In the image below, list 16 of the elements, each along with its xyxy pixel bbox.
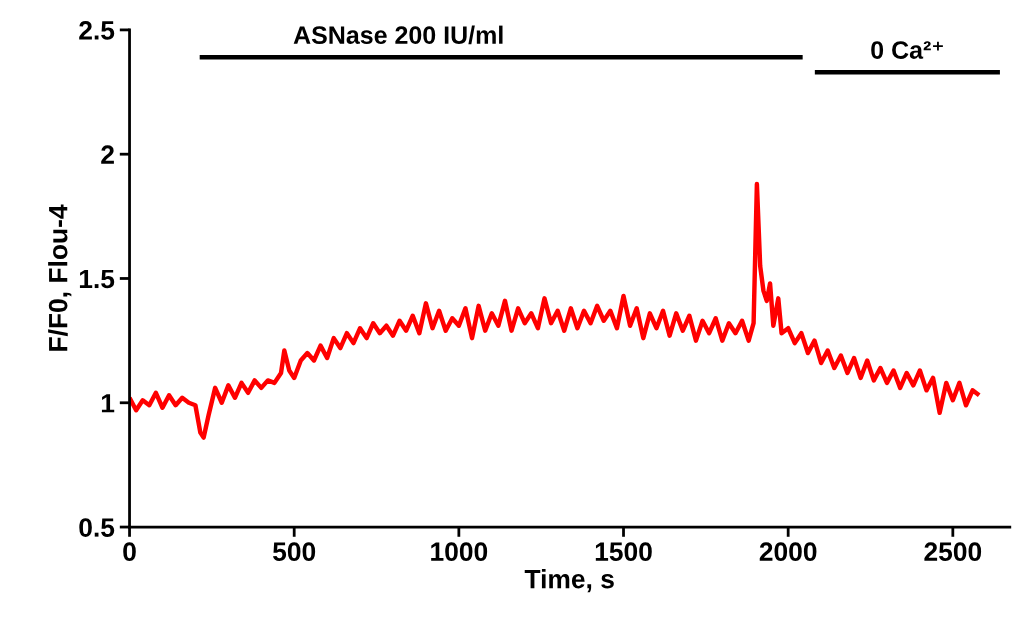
- x-tick-label: 0: [123, 542, 136, 562]
- y-tick-label: 0.5: [79, 518, 115, 537]
- annotation: ASNase 200 IU/ml: [293, 25, 503, 45]
- x-tick-label: 1500: [595, 542, 652, 562]
- y-tick-label: 2.5: [79, 21, 115, 40]
- x-tick-label: 2500: [924, 542, 982, 562]
- y-axis-title: F/F0, Flou-4: [48, 204, 72, 351]
- y-tick-label: 1: [101, 394, 115, 413]
- y-tick-label: 1.5: [79, 269, 115, 289]
- x-tick-label: 2000: [759, 542, 817, 562]
- x-tick-label: 1000: [431, 542, 488, 562]
- x-axis-title: Time, s: [524, 569, 614, 593]
- x-tick-label: 500: [273, 542, 316, 562]
- y-tick-label: 2: [101, 145, 114, 164]
- line-series: [129, 181, 982, 440]
- annotation: 0 Ca²⁺: [871, 41, 943, 59]
